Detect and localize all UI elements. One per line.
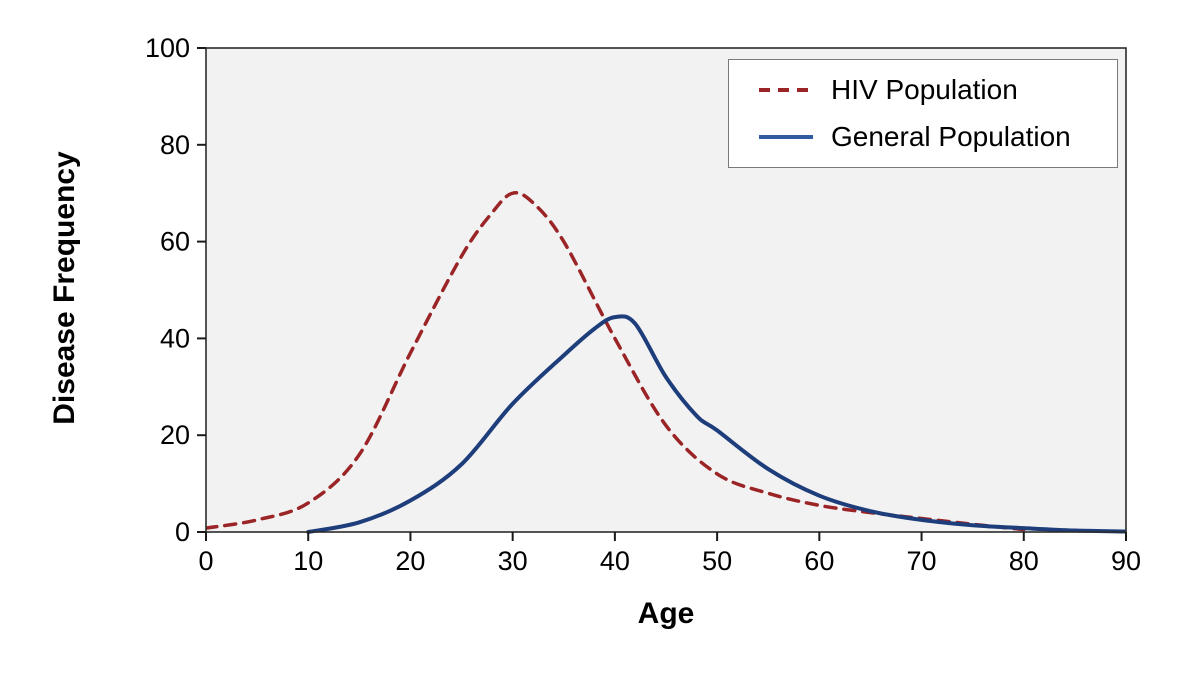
legend-row-hiv-population: HIV Population bbox=[759, 74, 1117, 106]
y-tick-label: 20 bbox=[160, 420, 190, 450]
x-tick-label: 90 bbox=[1111, 546, 1141, 576]
x-tick-label: 50 bbox=[702, 546, 732, 576]
x-tick-label: 20 bbox=[395, 546, 425, 576]
y-tick-label: 0 bbox=[175, 517, 190, 547]
x-axis-title: Age bbox=[637, 597, 695, 630]
plot-frame bbox=[205, 47, 1127, 533]
y-axis-title: Disease Frequency bbox=[48, 151, 81, 425]
x-tick-label: 40 bbox=[600, 546, 630, 576]
legend-row-general-population: General Population bbox=[759, 121, 1117, 153]
legend-label-hiv-population: HIV Population bbox=[831, 74, 1018, 106]
legend-box: HIV Population General Population bbox=[728, 59, 1118, 168]
x-tick-label: 0 bbox=[198, 546, 213, 576]
y-tick-label: 80 bbox=[160, 130, 190, 160]
series-line-hiv-population bbox=[206, 191, 1026, 532]
legend-swatch-0 bbox=[759, 88, 813, 93]
x-tick-label: 30 bbox=[498, 546, 528, 576]
x-tick-label: 10 bbox=[293, 546, 323, 576]
series-line-general-population bbox=[306, 314, 1126, 534]
y-tick-label: 40 bbox=[160, 323, 190, 353]
legend-label-general-population: General Population bbox=[831, 120, 1071, 152]
y-tick-label: 60 bbox=[160, 227, 190, 257]
x-tick-label: 70 bbox=[907, 546, 937, 576]
legend-swatch-1 bbox=[759, 134, 813, 139]
x-tick-label: 80 bbox=[1009, 546, 1039, 576]
y-tick-label: 100 bbox=[145, 33, 190, 63]
x-tick-label: 60 bbox=[804, 546, 834, 576]
